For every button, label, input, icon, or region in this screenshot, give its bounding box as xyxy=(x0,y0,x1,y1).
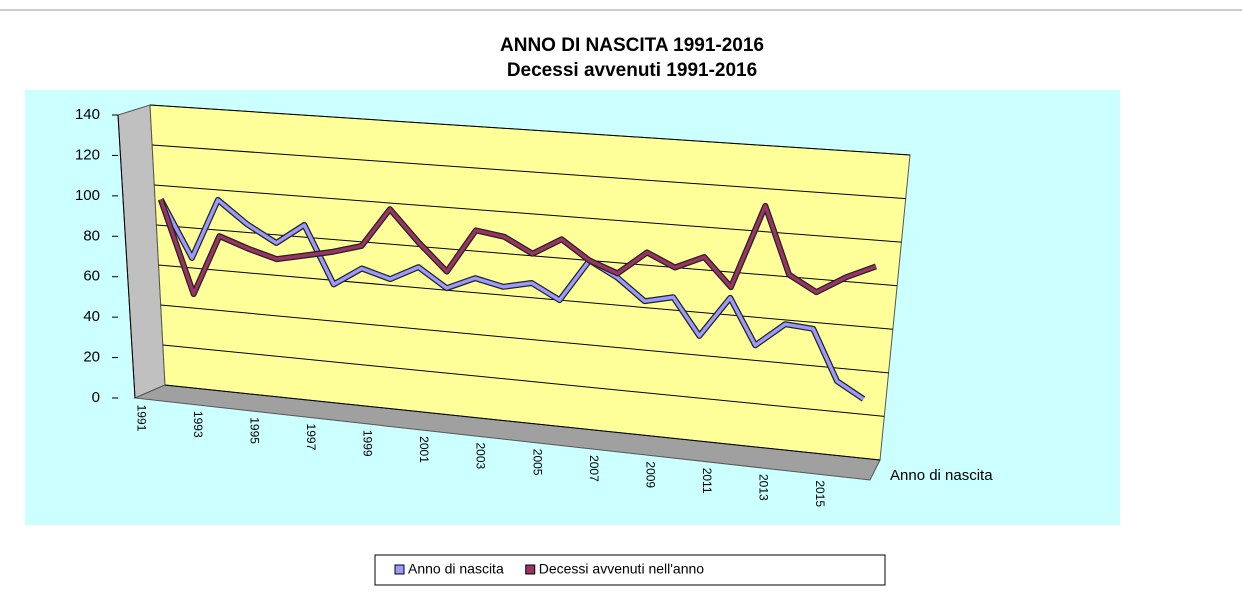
grid-line xyxy=(156,224,898,287)
legend-swatch xyxy=(394,564,405,575)
legend-swatch xyxy=(525,564,536,575)
grid-line xyxy=(152,144,906,200)
series-line xyxy=(159,198,877,296)
y-tick-label: 140 xyxy=(75,106,100,123)
x-tick-label: 2009 xyxy=(643,461,657,488)
x-tick-label: 2005 xyxy=(530,449,544,476)
y-tick-label: 60 xyxy=(83,268,100,285)
grid-line xyxy=(160,304,889,374)
y-tick-label: 40 xyxy=(83,308,100,325)
depth-axis-label: Anno di nascita xyxy=(890,467,993,484)
y-tick-label: 100 xyxy=(75,187,100,204)
x-tick-label: 2007 xyxy=(587,455,601,482)
x-tick-label: 1995 xyxy=(248,417,262,444)
grid-line xyxy=(162,344,885,417)
x-tick-label: 1991 xyxy=(134,405,148,432)
chart-subtitle: Decessi avvenuti 1991-2016 xyxy=(507,60,757,81)
series-line xyxy=(159,198,865,401)
y-axis xyxy=(117,114,136,399)
legend-label: Anno di nascita xyxy=(408,561,504,577)
y-tick-label: 0 xyxy=(92,389,100,406)
x-tick-label: 1993 xyxy=(191,411,205,438)
x-tick-label: 2011 xyxy=(700,468,714,494)
grid-line xyxy=(158,264,893,330)
chart-title: ANNO DI NASCITA 1991-2016 xyxy=(500,35,764,56)
y-tick-label: 80 xyxy=(83,227,100,244)
x-tick-label: 2001 xyxy=(417,436,431,463)
legend-label: Decessi avvenuti nell'anno xyxy=(539,561,705,577)
x-tick-label: 1997 xyxy=(304,424,318,451)
y-tick-label: 20 xyxy=(83,349,100,366)
x-tick-label: 2003 xyxy=(474,442,488,469)
y-tick-label: 120 xyxy=(75,146,100,163)
x-tick-label: 2013 xyxy=(756,474,770,501)
legend xyxy=(374,554,886,586)
x-tick-label: 1999 xyxy=(361,430,375,457)
grid-line xyxy=(149,104,911,156)
grid-line xyxy=(164,384,881,461)
x-tick-label: 2015 xyxy=(813,480,827,507)
